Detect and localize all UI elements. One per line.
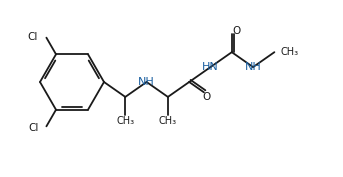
Text: HN: HN [202,62,219,72]
Text: Cl: Cl [28,123,38,133]
Text: CH₃: CH₃ [159,116,177,126]
Text: O: O [233,26,241,36]
Text: CH₃: CH₃ [116,116,134,126]
Text: CH₃: CH₃ [280,47,298,57]
Text: NH: NH [138,77,155,87]
Text: O: O [203,92,211,102]
Text: Cl: Cl [27,32,37,42]
Text: NH: NH [245,62,261,72]
